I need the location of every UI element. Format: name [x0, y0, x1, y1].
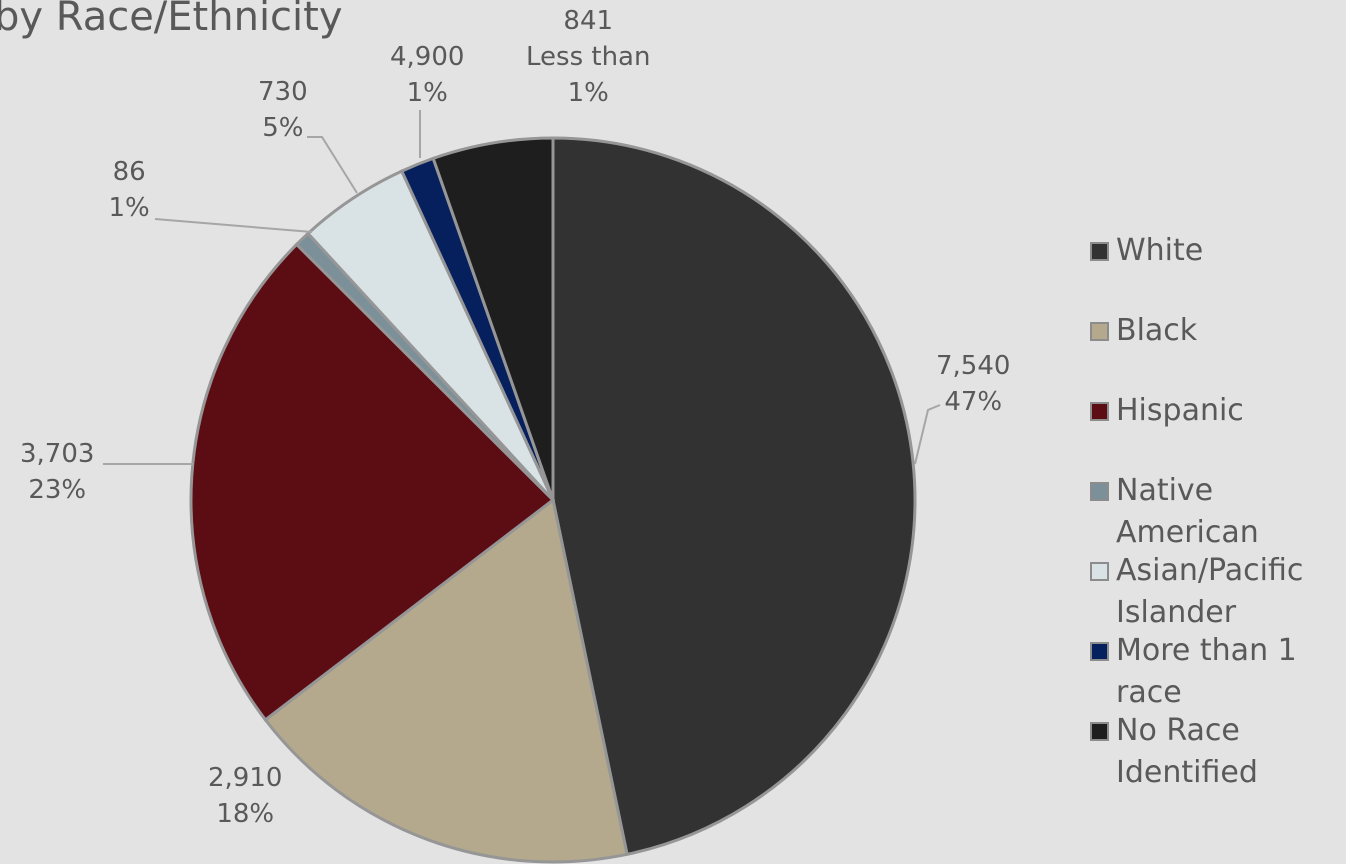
data-label-white: 7,540 47%: [936, 348, 1010, 420]
chart-title-fragment: by Race/Ethnicity: [0, 0, 343, 40]
data-label-value: 4,900: [390, 42, 465, 72]
data-label-native-american: 86 1%: [109, 154, 150, 226]
data-label-percent: 23%: [28, 475, 87, 505]
data-label-percent: 1%: [567, 78, 609, 108]
legend-item-white: White: [1090, 230, 1346, 272]
legend-label: Native American: [1116, 473, 1259, 550]
data-label-value: 86: [112, 157, 146, 187]
data-label-more-than-1-race: 4,900 1%: [390, 39, 464, 111]
data-label-percent: 47%: [944, 387, 1003, 417]
legend-label: Asian/Pacific Islander: [1116, 553, 1304, 630]
pie-slice-hispanic: [189, 242, 556, 722]
legend-label: Hispanic: [1116, 393, 1244, 428]
legend-swatch: [1090, 722, 1109, 741]
legend-item-more-than-1-race: More than 1 race: [1090, 630, 1346, 714]
legend-label: Black: [1116, 313, 1198, 348]
data-label-black: 2,910 18%: [208, 760, 282, 832]
legend-label: More than 1 race: [1116, 633, 1297, 710]
legend-swatch: [1090, 322, 1109, 341]
legend-swatch: [1090, 482, 1109, 501]
pie-slice-no-race-identified: [431, 136, 555, 501]
data-label-percent: 18%: [216, 799, 275, 829]
legend-item-no-race-identified: No Race Identified: [1090, 710, 1346, 794]
leader-line-native-american: [154, 218, 313, 233]
legend-item-black: Black: [1090, 310, 1346, 352]
data-label-percent: 1%: [406, 78, 448, 108]
data-label-value: 7,540: [936, 351, 1011, 381]
pie-slice-black: [263, 497, 629, 864]
legend-swatch: [1090, 242, 1109, 261]
data-label-asian-pacific-islander: 730 5%: [258, 74, 308, 146]
data-label-percent: Less than: [526, 42, 651, 72]
legend-item-hispanic: Hispanic: [1090, 390, 1346, 432]
data-label-percent: 1%: [108, 193, 150, 223]
data-label-value: 3,703: [20, 439, 95, 469]
data-label-value: 2,910: [208, 763, 283, 793]
legend-swatch: [1090, 402, 1109, 421]
data-label-no-race-identified: 841 Less than 1%: [526, 3, 650, 111]
data-label-hispanic: 3,703 23%: [20, 436, 94, 508]
data-label-value: 730: [258, 77, 308, 107]
leader-line-asian-pacific-islander: [307, 136, 358, 194]
legend-label: No Race Identified: [1116, 713, 1258, 790]
pie-slice-white: [551, 136, 917, 857]
legend-item-native-american: Native American: [1090, 470, 1346, 554]
data-label-percent: 5%: [262, 113, 304, 143]
legend-swatch: [1090, 642, 1109, 661]
data-label-value: 841: [563, 6, 614, 36]
legend-item-asian-pacific-islander: Asian/Pacific Islander: [1090, 550, 1346, 634]
leader-line-white: [914, 404, 941, 465]
legend-label: White: [1116, 233, 1204, 268]
legend-swatch: [1090, 562, 1109, 581]
